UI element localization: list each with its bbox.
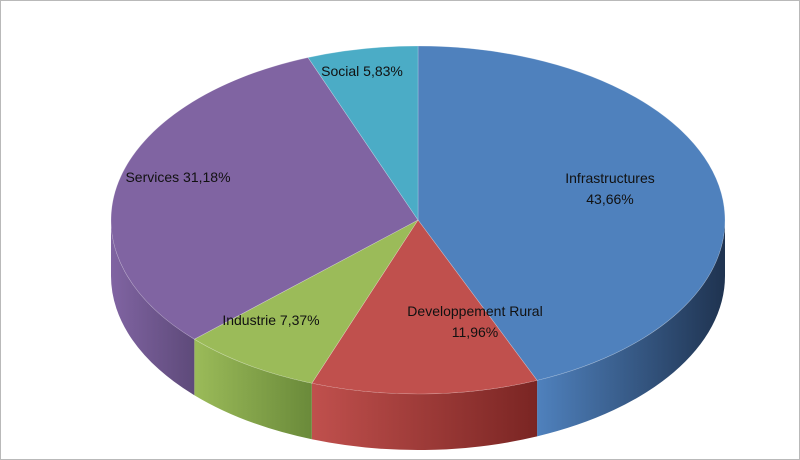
- pie-tops: [110, 45, 726, 395]
- slice-social[interactable]: [307, 45, 419, 221]
- slice-side-infrastructures: [537, 220, 725, 437]
- slice-side-developpement-rural: [311, 380, 538, 450]
- slice-services[interactable]: [110, 57, 419, 340]
- data-label-infrastructures-line-2: 43,66%: [586, 191, 633, 207]
- data-label-developpement-rural-line-1: Developpement Rural: [407, 303, 542, 319]
- slice-side-industrie: [194, 339, 312, 440]
- slice-side-services: [111, 220, 195, 396]
- pie-sides: [111, 220, 725, 450]
- data-label-infrastructures-line-1: Infrastructures: [565, 170, 654, 186]
- pie-labels: Infrastructures 43,66% Developpement Rural…: [125, 63, 654, 340]
- slice-developpement-rural[interactable]: [311, 219, 538, 395]
- data-label-developpement-rural-line-2: 11,96%: [452, 324, 498, 340]
- data-label-services: Services 31,18%: [125, 169, 230, 185]
- data-label-industrie: Industrie 7,37%: [222, 312, 319, 328]
- data-label-social: Social 5,83%: [321, 63, 403, 79]
- slice-industrie[interactable]: [193, 219, 419, 384]
- slice-infrastructures[interactable]: [417, 45, 726, 381]
